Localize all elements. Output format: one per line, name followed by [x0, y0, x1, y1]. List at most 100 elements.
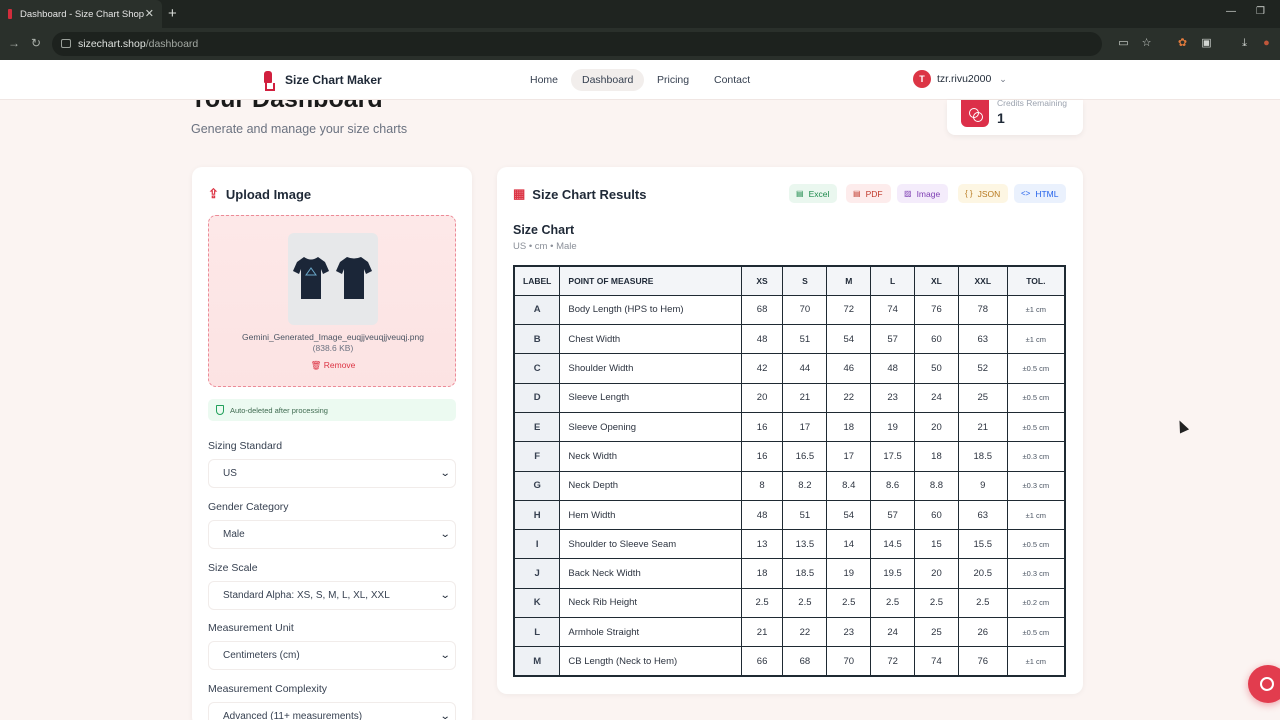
measurement-cell: 16 — [740, 411, 784, 443]
json-icon: { } — [965, 189, 973, 198]
row-label-cell: H — [513, 499, 561, 531]
tolerance-cell: ±0.2 cm — [1006, 587, 1066, 619]
export-image-button[interactable]: ▨ Image — [897, 184, 949, 203]
nav-pricing[interactable]: Pricing — [657, 74, 690, 86]
extensions-puzzle-icon[interactable]: ▣ — [1201, 37, 1212, 49]
remove-image-button[interactable]: 🗑 Remove — [209, 360, 457, 371]
column-header: XS — [740, 265, 784, 296]
export-excel-button[interactable]: ▤ Excel — [789, 184, 838, 203]
point-of-measure-cell: Neck Width — [559, 441, 742, 472]
measurement-cell: 63 — [957, 324, 1008, 355]
measurement-cell: 9 — [957, 470, 1008, 501]
trash-icon: 🗑 — [310, 360, 322, 370]
upload-dropzone[interactable]: Gemini_Generated_Image_euqjjveuqjjveuqj.… — [208, 215, 456, 387]
export-pdf-button[interactable]: ▤ PDF — [846, 184, 891, 203]
measurement-cell: 60 — [914, 324, 959, 355]
bookmark-star-icon[interactable]: ☆ — [1141, 37, 1152, 49]
credits-value: 1 — [997, 110, 1005, 126]
column-header: POINT OF MEASURE — [559, 265, 742, 296]
measurement-cell: 76 — [914, 294, 959, 326]
measurement-cell: 74 — [870, 294, 916, 326]
row-label-cell: G — [513, 470, 561, 501]
measurement-cell: 17.5 — [870, 441, 916, 472]
html-icon: <> — [1021, 189, 1031, 198]
chevron-down-icon: ⌄ — [439, 529, 451, 540]
chat-support-button[interactable] — [1248, 665, 1280, 703]
measurement-cell: 8.6 — [870, 470, 916, 501]
browser-tab[interactable]: Dashboard - Size Chart Shop ✕ — [0, 0, 162, 28]
measurement-cell: 48 — [740, 499, 784, 531]
measurement-cell: 50 — [914, 353, 959, 384]
row-label-cell: C — [513, 353, 561, 384]
upload-panel-header: ⇪ Upload Image — [208, 186, 311, 202]
cast-icon[interactable]: ▭ — [1118, 37, 1129, 49]
site-info-icon[interactable] — [61, 39, 71, 48]
measurement-cell: 19.5 — [870, 558, 916, 589]
url-path: /dashboard — [145, 38, 199, 50]
tshirt-front-image — [293, 257, 329, 299]
measurement-cell: 18 — [826, 411, 872, 443]
nav-dashboard[interactable]: Dashboard — [571, 69, 645, 91]
column-header: LABEL — [513, 265, 561, 296]
shield-check-icon — [216, 405, 224, 415]
gender-category-select[interactable]: Male ⌄ — [208, 520, 456, 549]
table-row: C Shoulder Width 42 44 46 48 50 52 ±0.5 cm — [513, 353, 1066, 384]
brand-logo[interactable]: Size Chart Maker — [263, 71, 382, 91]
upload-panel: ⇪ Upload Image Gemini_Generated_Image_eu… — [192, 167, 472, 720]
sizing-standard-select[interactable]: US ⌄ — [208, 459, 456, 488]
measurement-cell: 52 — [957, 353, 1008, 384]
table-row: M CB Length (Neck to Hem) 66 68 70 72 74 76 ±1 c… — [513, 646, 1066, 677]
measurement-cell: 8.4 — [826, 470, 872, 501]
brand-name: Size Chart Maker — [285, 73, 382, 87]
measurement-cell: 14 — [826, 529, 872, 560]
measurement-cell: 21 — [782, 382, 828, 413]
tolerance-cell: ±0.5 cm — [1006, 617, 1066, 648]
export-html-button[interactable]: <> HTML — [1014, 184, 1067, 203]
measurement-cell: 51 — [782, 499, 828, 531]
export-html-label: HTML — [1035, 188, 1059, 199]
extension-icon[interactable]: ✿ — [1177, 37, 1188, 49]
chevron-down-icon: ⌄ — [439, 711, 451, 720]
forward-icon[interactable]: → — [8, 36, 20, 50]
column-header: TOL. — [1006, 265, 1066, 296]
url-field[interactable]: sizechart.shop/dashboard — [52, 32, 1102, 56]
tolerance-cell: ±0.5 cm — [1006, 353, 1066, 384]
tolerance-cell: ±0.5 cm — [1006, 529, 1066, 560]
page-title: Your Dashboard — [190, 100, 383, 116]
results-panel-header: ▦ Size Chart Results — [513, 186, 646, 202]
export-json-label: JSON — [977, 188, 1001, 199]
measurement-cell: 68 — [740, 294, 784, 326]
point-of-measure-cell: Back Neck Width — [559, 558, 742, 589]
measurement-cell: 63 — [957, 499, 1008, 531]
download-icon[interactable]: ⤓ — [1242, 37, 1247, 49]
measurement-cell: 54 — [826, 499, 872, 531]
point-of-measure-cell: Sleeve Length — [559, 382, 742, 413]
measurement-cell: 18.5 — [957, 441, 1008, 472]
export-json-button[interactable]: { } JSON — [958, 184, 1009, 203]
maximize-window-icon[interactable]: ❐ — [1256, 6, 1265, 17]
point-of-measure-cell: Neck Depth — [559, 470, 742, 501]
size-scale-select[interactable]: Standard Alpha: XS, S, M, L, XL, XXL ⌄ — [208, 581, 456, 610]
nav-contact[interactable]: Contact — [714, 74, 751, 86]
profile-avatar-icon[interactable]: ● — [1263, 37, 1270, 49]
point-of-measure-cell: Armhole Straight — [559, 617, 742, 648]
page-subtitle: Generate and manage your size charts — [191, 122, 408, 136]
measurement-cell: 42 — [740, 353, 784, 384]
size-chart-table: LABEL POINT OF MEASURE XS S M L XL XXL TOL. A Bod… — [513, 265, 1066, 678]
reload-icon[interactable]: ↻ — [31, 36, 42, 50]
new-tab-button[interactable]: + — [168, 5, 177, 22]
user-menu[interactable]: T tzr.rivu2000 ⌄ — [907, 68, 1017, 90]
nav-home[interactable]: Home — [530, 74, 559, 86]
minimize-window-icon[interactable]: — — [1226, 6, 1236, 17]
measurement-unit-select[interactable]: Centimeters (cm) ⌄ — [208, 641, 456, 670]
measurement-complexity-value: Advanced (11+ measurements) — [223, 711, 363, 720]
measurement-cell: 21 — [957, 411, 1008, 443]
remove-label: Remove — [323, 360, 356, 370]
measurement-complexity-select[interactable]: Advanced (11+ measurements) ⌄ — [208, 702, 456, 720]
point-of-measure-cell: Body Length (HPS to Hem) — [559, 294, 742, 326]
row-label-cell: A — [513, 294, 561, 326]
measurement-cell: 13.5 — [782, 529, 828, 560]
close-tab-icon[interactable]: ✕ — [144, 8, 154, 20]
sizing-standard-value: US — [223, 468, 237, 479]
row-label-cell: J — [513, 558, 561, 589]
